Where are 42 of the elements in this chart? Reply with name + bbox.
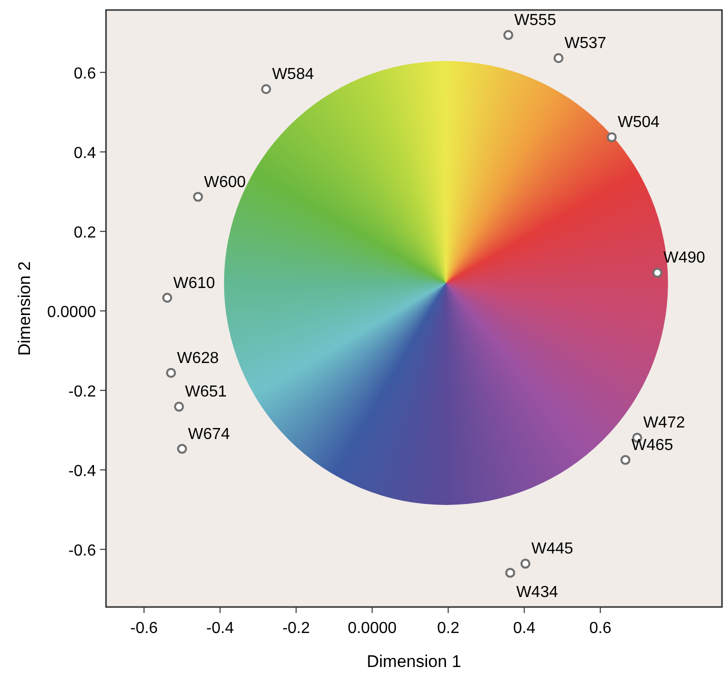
- x-tick-label: 0.6: [589, 620, 612, 637]
- y-tick-label: -0.6: [68, 542, 96, 560]
- point: [620, 454, 630, 465]
- point: [520, 558, 530, 569]
- annotation: W600: [204, 174, 246, 191]
- x-tick-label: 0.4: [513, 620, 536, 637]
- annotation: W651: [185, 384, 227, 401]
- x-tick-label: -0.2: [282, 620, 310, 637]
- y-axis-title: Dimension 2: [15, 261, 34, 356]
- point: [503, 30, 514, 40]
- point: [177, 444, 188, 454]
- annotation: W465: [631, 436, 674, 454]
- point: [193, 192, 204, 202]
- x-tick-label: -0.6: [130, 620, 158, 637]
- point: [505, 568, 516, 578]
- point: [261, 84, 272, 94]
- annotation: W445: [531, 540, 574, 558]
- annotation: W472: [643, 414, 686, 432]
- point: [162, 292, 172, 303]
- x-tick-label: 0.0000: [348, 620, 397, 637]
- point: [606, 132, 617, 142]
- point: [652, 268, 662, 278]
- y-tick-label: 0.6: [74, 65, 96, 82]
- annotation: W674: [188, 426, 230, 443]
- annotation: W537: [564, 35, 606, 52]
- annotation: W504: [618, 114, 660, 132]
- annotation: W628: [177, 350, 219, 367]
- annotation: W434: [516, 584, 558, 601]
- x-tick-label: 0.2: [437, 620, 460, 637]
- point: [554, 53, 564, 64]
- annotation: W584: [272, 66, 314, 84]
- y-tick-label: 0.2: [74, 224, 96, 242]
- y-tick-label: 0.4: [74, 144, 96, 162]
- point: [174, 402, 184, 412]
- y-tick-label: 0.0000: [47, 304, 96, 321]
- annotation: W555: [514, 12, 556, 30]
- x-tick-label: -0.4: [206, 620, 234, 637]
- y-tick-label: -0.4: [68, 462, 96, 480]
- annotation: W610: [173, 274, 216, 292]
- y-tick-label: -0.2: [68, 383, 96, 400]
- x-axis-title: Dimension 1: [366, 652, 462, 671]
- point: [166, 368, 176, 378]
